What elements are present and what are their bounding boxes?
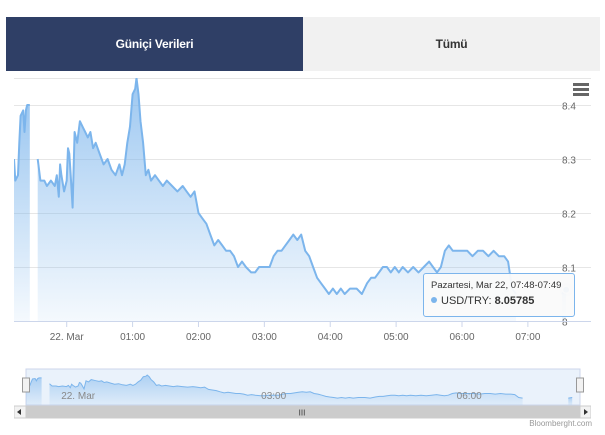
series-area-fill [37, 78, 516, 321]
tab-all[interactable]: Tümü [303, 17, 600, 71]
navigator-area [49, 375, 523, 405]
scrollbar-thumb[interactable] [25, 405, 581, 419]
x-tick-label: 03:00 [252, 332, 277, 343]
navigator-area [568, 397, 573, 405]
navigator-area [26, 377, 42, 405]
y-tick-label: 8.1 [562, 264, 576, 275]
navigator-line [49, 374, 523, 399]
x-tick-label: 07:00 [515, 332, 540, 343]
x-tick-label: 05:00 [384, 332, 409, 343]
tab-bar: Güniçi Verileri Tümü [6, 17, 600, 71]
x-tick-label: 22. Mar [50, 332, 85, 343]
y-tick-label: 8.4 [562, 102, 576, 113]
navigator-x-label: 03:00 [261, 391, 286, 402]
scrollbar-grip: III [299, 409, 306, 418]
navigator-x-label: 06:00 [457, 391, 482, 402]
scroll-right-arrow-icon[interactable] [584, 409, 588, 415]
series-dot-icon [431, 297, 437, 303]
y-tick-label: 8.2 [562, 210, 576, 221]
x-tick-label: 01:00 [120, 332, 145, 343]
tooltip: Pazartesi, Mar 22, 07:48-07:49 USD/TRY: … [423, 273, 575, 317]
y-tick-label: 8 [562, 318, 568, 329]
x-tick-label: 06:00 [449, 332, 474, 343]
navigator-line [568, 397, 573, 399]
navigator[interactable]: 22. Mar 03:00 06:00 III [14, 368, 591, 419]
tooltip-value: 8.05785 [494, 295, 535, 307]
price-chart: 8 8.1 8.2 8.3 8.4 22. Mar 01:00 02:00 03:00 04:00… [14, 78, 591, 419]
series-line [14, 104, 30, 182]
credits-link[interactable]: Bloomberght.com [529, 419, 592, 428]
tooltip-header: Pazartesi, Mar 22, 07:48-07:49 [431, 280, 562, 291]
x-tick-label: 02:00 [186, 332, 211, 343]
scroll-left-arrow-icon[interactable] [17, 409, 21, 415]
tooltip-series-label: USD/TRY: [441, 295, 492, 307]
navigator-handle-left[interactable] [22, 377, 30, 393]
navigator-x-label: 22. Mar [61, 391, 96, 402]
hamburger-menu-icon[interactable] [573, 83, 589, 97]
axes: 8 8.1 8.2 8.3 8.4 22. Mar 01:00 02:00 03:00 04:00… [14, 102, 591, 343]
x-tick-label: 04:00 [318, 332, 343, 343]
navigator-handle-right[interactable] [576, 377, 584, 393]
tab-intraday[interactable]: Güniçi Verileri [6, 17, 303, 71]
series-line [36, 78, 517, 295]
tooltip-row: USD/TRY: 8.05785 [431, 295, 567, 307]
y-tick-label: 8.3 [562, 156, 576, 167]
series-area-fill [14, 105, 30, 321]
